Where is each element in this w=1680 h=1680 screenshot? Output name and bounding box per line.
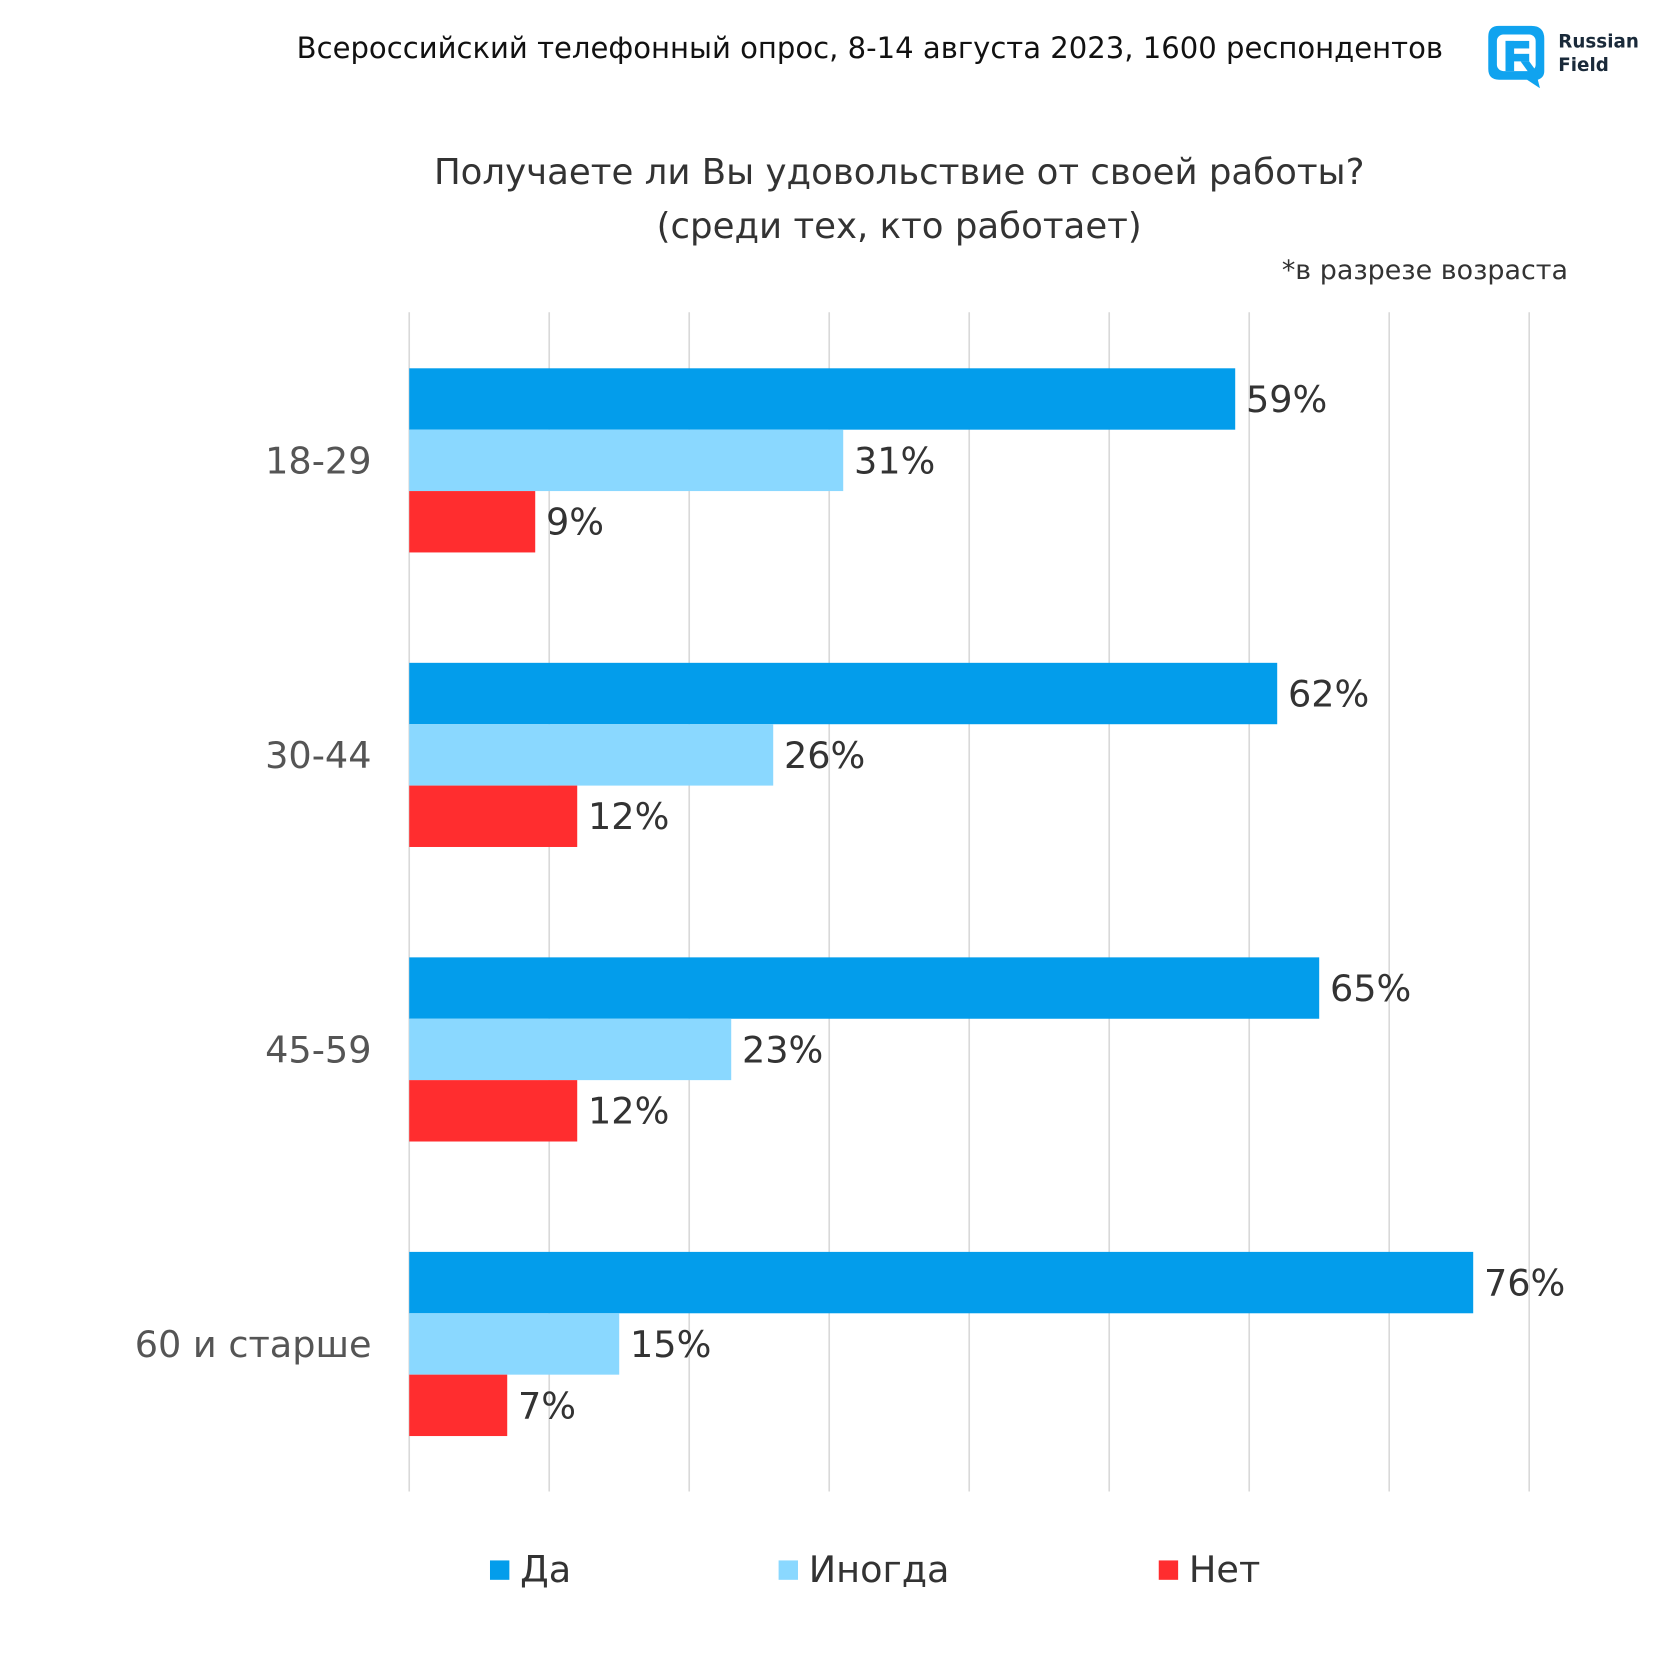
data-label: 23% — [742, 1028, 823, 1071]
data-label: 15% — [630, 1323, 711, 1366]
bar-inogda-0 — [409, 429, 844, 492]
logo-text: Russian Field — [1558, 30, 1639, 77]
data-label: 7% — [518, 1384, 576, 1427]
legend-item-net: Нет — [1158, 1548, 1261, 1592]
bar-net-3 — [409, 1374, 508, 1437]
legend-swatch-inogda — [778, 1560, 798, 1580]
legend-label-net: Нет — [1188, 1548, 1261, 1592]
bar-da-3 — [409, 1251, 1474, 1314]
logo-line-1: Russian — [1558, 31, 1639, 53]
chart-note: *в разрезе возраста — [1281, 254, 1568, 286]
chart-subtitle: (среди тех, кто работает) — [656, 204, 1142, 247]
data-label: 76% — [1484, 1262, 1565, 1305]
bar-net-0 — [409, 491, 536, 553]
bar-inogda-1 — [409, 724, 774, 786]
russian-field-logo-icon — [1488, 25, 1545, 89]
legend-swatch-da — [489, 1560, 510, 1580]
legend-label-da: Да — [520, 1548, 572, 1592]
data-label: 12% — [588, 795, 669, 838]
logo-line-2: Field — [1558, 54, 1609, 77]
data-label: 9% — [546, 501, 604, 544]
data-label: 12% — [588, 1090, 669, 1133]
legend-item-da: Да — [489, 1548, 572, 1592]
legend-label-inogda: Иногда — [808, 1548, 950, 1592]
category-label: 30-44 — [265, 734, 371, 777]
bar-inogda-2 — [409, 1018, 732, 1081]
chart-title: Получаете ли Вы удовольствие от своей ра… — [433, 150, 1365, 193]
legend-swatch-net — [1158, 1560, 1179, 1580]
bar-da-2 — [409, 957, 1320, 1019]
category-label: 18-29 — [265, 439, 371, 482]
survey-info: Всероссийский телефонный опрос, 8-14 авг… — [296, 32, 1444, 66]
legend-item-inogda: Иногда — [778, 1548, 950, 1592]
data-label: 62% — [1288, 672, 1369, 715]
bar-da-1 — [409, 662, 1278, 725]
data-label: 65% — [1330, 967, 1411, 1010]
category-label: 60 и старше — [135, 1323, 372, 1366]
bar-inogda-3 — [409, 1313, 620, 1375]
bar-net-2 — [409, 1080, 578, 1142]
data-label: 31% — [854, 439, 935, 482]
data-label: 59% — [1246, 378, 1327, 421]
bar-net-1 — [409, 785, 578, 847]
bar-da-0 — [409, 368, 1236, 430]
category-label: 45-59 — [265, 1028, 371, 1071]
data-label: 26% — [784, 734, 865, 777]
